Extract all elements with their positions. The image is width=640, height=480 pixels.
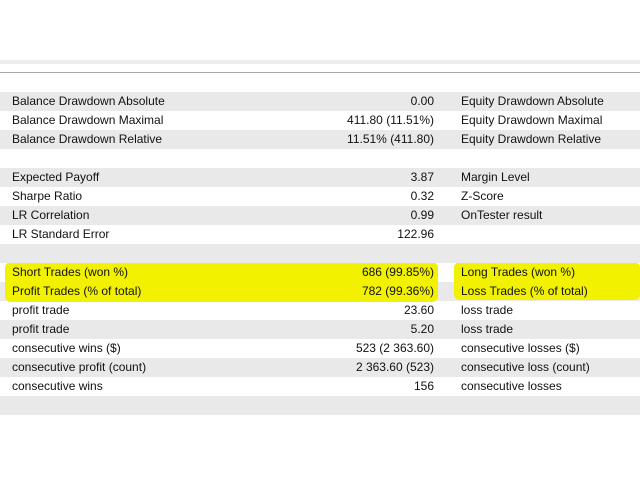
highlight-mark-right	[454, 262, 640, 300]
row-value: 23.60	[403, 303, 434, 317]
row-value: 156	[413, 379, 434, 393]
row-right-label: OnTester result	[461, 208, 543, 222]
row-right-label: consecutive losses	[461, 379, 562, 393]
row-value: 523 (2 363.60)	[355, 341, 434, 355]
row-right-label: loss trade	[461, 303, 514, 317]
row-value: 0.00	[410, 94, 434, 108]
table-row: profit trade 23.60 loss trade	[0, 301, 640, 320]
row-label: consecutive profit (count)	[12, 360, 147, 374]
row-right-label: Equity Drawdown Relative	[461, 132, 602, 146]
row-label: Sharpe Ratio	[12, 189, 83, 203]
table-row: Balance Drawdown Absolute 0.00 Equity Draw…	[0, 92, 640, 111]
row-right-label: Margin Level	[461, 170, 530, 184]
row-right-label: consecutive loss (count)	[461, 360, 590, 374]
row-right-label: consecutive losses ($)	[461, 341, 580, 355]
row-value: 2 363.60 (523)	[355, 360, 434, 374]
row-label: Balance Drawdown Relative	[12, 132, 163, 146]
table-row: Profit Trades (% of total) 782 (99.36%) Lo…	[0, 282, 640, 301]
table-row: Expected Payoff 3.87 Margin Level	[0, 168, 640, 187]
table-row: LR Correlation 0.99 OnTester result	[0, 206, 640, 225]
row-label: profit trade	[12, 303, 70, 317]
divider	[0, 72, 640, 73]
row-label: consecutive wins ($)	[12, 341, 121, 355]
row-value: 122.96	[397, 227, 434, 241]
table-row: Balance Drawdown Relative 11.51% (411.80)…	[0, 130, 640, 149]
table-row: Balance Drawdown Maximal 411.80 (11.51%) E…	[0, 111, 640, 130]
table-row: profit trade 5.20 loss trade	[0, 320, 640, 339]
row-right-label: loss trade	[461, 322, 514, 336]
row-label: profit trade	[12, 322, 70, 336]
row-label: Expected Payoff	[12, 170, 100, 184]
highlight-mark-left	[5, 262, 438, 302]
row-label: Balance Drawdown Maximal	[12, 113, 164, 127]
row-value: 11.51% (411.80)	[347, 132, 434, 146]
row-value: 5.20	[410, 322, 434, 336]
row-label: consecutive wins	[12, 379, 103, 393]
table-row: consecutive wins ($) 523 (2 363.60) consec…	[0, 339, 640, 358]
row-label: Short Trades (won %)	[12, 265, 129, 279]
top-band	[0, 60, 640, 64]
table-row: consecutive wins 156 consecutive losses	[0, 377, 640, 396]
table-row	[0, 396, 640, 415]
row-value: 686 (99.85%)	[361, 265, 434, 279]
row-right-label: Loss Trades (% of total)	[461, 284, 588, 298]
row-right-label: Long Trades (won %)	[461, 265, 576, 279]
row-value: 782 (99.36%)	[361, 284, 434, 298]
row-right-label: Equity Drawdown Absolute	[461, 94, 604, 108]
row-label: LR Standard Error	[12, 227, 110, 241]
row-label: Profit Trades (% of total)	[12, 284, 142, 298]
table-row	[0, 244, 640, 263]
table-row: LR Standard Error 122.96	[0, 225, 640, 244]
row-value: 0.32	[410, 189, 434, 203]
table-row: Short Trades (won %) 686 (99.85%) Long Tra…	[0, 263, 640, 282]
report-table: Balance Drawdown Absolute 0.00 Equity Draw…	[0, 92, 640, 415]
row-value: 0.99	[410, 208, 434, 222]
table-row	[0, 149, 640, 168]
row-right-label: Z-Score	[461, 189, 504, 203]
row-value: 3.87	[410, 170, 434, 184]
row-label: Balance Drawdown Absolute	[12, 94, 165, 108]
row-value: 411.80 (11.51%)	[347, 113, 434, 127]
table-row: Sharpe Ratio 0.32 Z-Score	[0, 187, 640, 206]
table-row: consecutive profit (count) 2 363.60 (523)…	[0, 358, 640, 377]
row-label: LR Correlation	[12, 208, 90, 222]
row-right-label: Equity Drawdown Maximal	[461, 113, 603, 127]
